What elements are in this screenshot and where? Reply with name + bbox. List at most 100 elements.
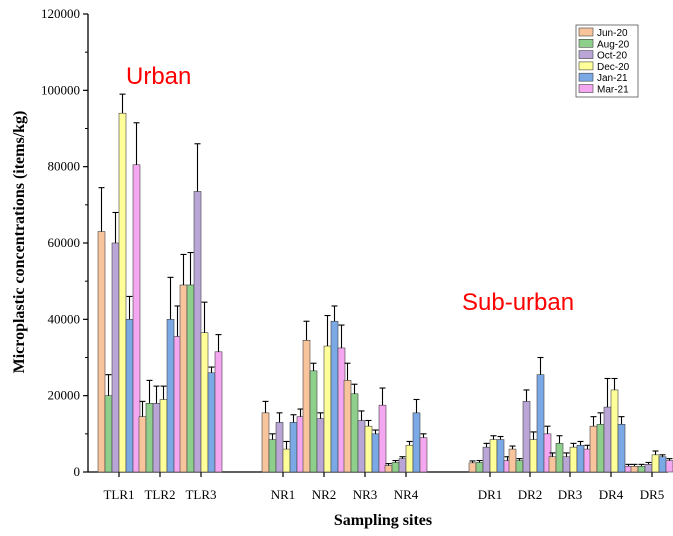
y-tick-label: 40000 <box>48 311 81 326</box>
bar-nr3-dec-20 <box>364 425 373 473</box>
bar-tlr1-jan-21 <box>125 319 134 473</box>
y-tick-label: 0 <box>74 464 81 479</box>
bar-dr1-jun-20 <box>468 462 477 473</box>
bar-dr5-jan-21 <box>658 456 667 473</box>
bar-dr2-dec-20 <box>529 439 538 473</box>
bar-tlr3-dec-20 <box>200 332 209 473</box>
x-axis: TLR1 TLR2 TLR3 NR1 NR2 NR3 NR4 DR1 DR2 DR3 DR4 DR5 <box>88 471 668 502</box>
x-tick-label: DR2 <box>518 487 543 502</box>
bar-nr3-jan-21 <box>371 433 380 473</box>
bar-nr1-oct-20 <box>275 422 284 473</box>
x-tick-label: DR4 <box>599 487 624 502</box>
legend-swatch <box>578 84 594 93</box>
bar-tlr2-jun-20 <box>138 416 147 473</box>
x-tick-label: DR1 <box>478 487 503 502</box>
x-tick-label: DR5 <box>640 487 665 502</box>
bar-group-tlr2 <box>138 276 182 473</box>
bar-nr2-jan-21 <box>330 320 339 473</box>
y-tick-label: 100000 <box>41 82 80 97</box>
y-axis-title: Microplastic concentrations (items/kg) <box>11 111 28 374</box>
bar-dr3-jun-20 <box>548 456 557 473</box>
bar-group-tlr3 <box>179 143 223 473</box>
bar-nr1-jun-20 <box>261 412 270 473</box>
bar-nr2-dec-20 <box>323 345 332 473</box>
bar-dr4-oct-20 <box>603 406 612 473</box>
legend-swatch <box>578 50 594 59</box>
bar-dr3-oct-20 <box>562 456 571 473</box>
bar-nr2-aug-20 <box>309 370 318 473</box>
bar-group-dr5 <box>630 450 673 473</box>
legend-label: Jun-20 <box>597 28 628 39</box>
bar-tlr1-dec-20 <box>118 112 127 473</box>
bar-dr1-aug-20 <box>475 462 484 473</box>
bar-tlr3-jun-20 <box>179 284 188 473</box>
bar-nr4-mar-21 <box>419 437 428 473</box>
group-label-sub-urban: Sub-urban <box>462 289 574 316</box>
x-tick-label: NR4 <box>394 487 419 502</box>
bar-group-nr1 <box>261 400 305 473</box>
y-tick-label: 60000 <box>48 235 81 250</box>
bar-dr3-aug-20 <box>555 443 564 473</box>
bar-nr3-jun-20 <box>343 380 352 473</box>
bar-group-nr3 <box>343 362 387 473</box>
bar-dr2-jun-20 <box>508 448 517 473</box>
bar-group-dr1 <box>468 435 512 473</box>
bar-tlr1-jun-20 <box>97 231 106 473</box>
bar-dr4-jun-20 <box>589 425 598 473</box>
bar-nr3-mar-21 <box>378 404 387 473</box>
bar-nr1-dec-20 <box>282 448 291 473</box>
bar-nr2-oct-20 <box>316 418 325 473</box>
y-axis: 0 20000 40000 60000 80000 100000 120000 <box>41 6 89 479</box>
x-tick-label: TLR1 <box>103 487 134 502</box>
y-tick-label: 80000 <box>48 159 81 174</box>
bar-nr4-jan-21 <box>412 412 421 473</box>
bar-tlr3-aug-20 <box>186 284 195 473</box>
bar-group-dr4 <box>589 377 633 473</box>
bar-tlr3-oct-20 <box>193 191 202 473</box>
bar-groups <box>97 93 673 473</box>
bar-tlr1-oct-20 <box>111 242 120 473</box>
legend-swatch <box>578 72 594 82</box>
bar-dr3-dec-20 <box>569 446 578 473</box>
bar-tlr3-jan-21 <box>207 372 216 473</box>
bar-group-nr4 <box>384 398 428 473</box>
bar-dr5-mar-21 <box>665 460 673 473</box>
bar-dr4-jan-21 <box>617 423 626 473</box>
bar-group-dr3 <box>548 435 592 473</box>
bar-dr3-jan-21 <box>576 444 585 473</box>
x-tick-label: TLR3 <box>185 487 216 502</box>
bar-nr3-oct-20 <box>357 420 366 473</box>
bar-tlr2-dec-20 <box>159 399 168 473</box>
bar-tlr2-oct-20 <box>152 402 161 473</box>
bar-nr4-jun-20 <box>384 465 393 473</box>
legend-swatch <box>578 27 594 37</box>
bar-dr5-oct-20 <box>644 464 653 473</box>
legend-label: Mar-21 <box>597 85 629 96</box>
bar-tlr3-mar-21 <box>214 351 223 473</box>
x-axis-title: Sampling sites <box>334 512 432 529</box>
bar-dr4-dec-20 <box>610 389 619 473</box>
legend-label: Aug-20 <box>597 39 630 50</box>
legend-label: Oct-20 <box>597 51 627 62</box>
bar-dr2-oct-20 <box>522 401 531 473</box>
legend-swatch <box>578 38 594 48</box>
bar-dr1-oct-20 <box>482 446 491 473</box>
bar-tlr1-aug-20 <box>104 395 113 473</box>
bar-nr2-jun-20 <box>302 340 311 473</box>
bar-dr5-aug-20 <box>637 465 646 473</box>
bar-nr4-oct-20 <box>398 458 407 473</box>
bar-dr5-jun-20 <box>630 465 639 473</box>
bar-nr4-aug-20 <box>391 462 400 473</box>
legend-label: Dec-20 <box>597 62 630 73</box>
bar-nr3-aug-20 <box>350 393 359 473</box>
y-tick-label: 120000 <box>41 6 80 21</box>
bar-group-dr2 <box>508 356 552 473</box>
bar-dr2-jan-21 <box>536 374 545 473</box>
x-tick-label: DR3 <box>558 487 583 502</box>
bar-dr1-jan-21 <box>496 439 505 473</box>
bar-dr1-dec-20 <box>489 439 498 473</box>
bar-group-nr2 <box>302 305 346 473</box>
bar-group-tlr1 <box>97 93 141 473</box>
